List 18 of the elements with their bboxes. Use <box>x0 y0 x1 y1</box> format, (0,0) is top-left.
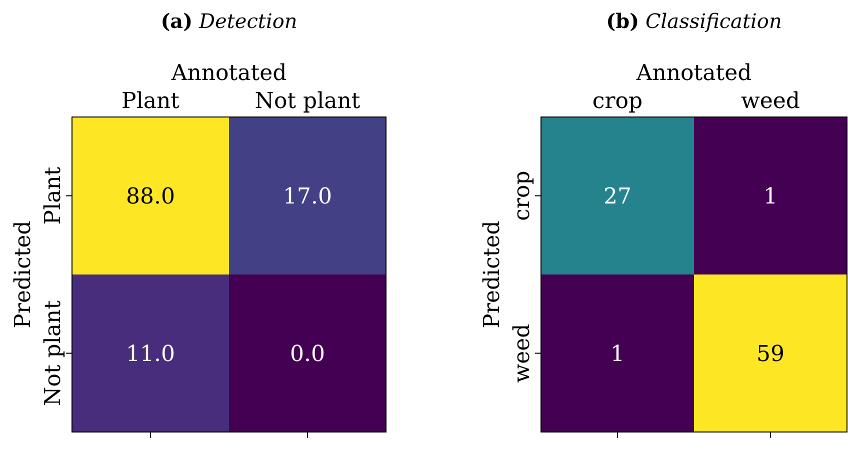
data-label: 17.0 <box>283 184 332 210</box>
data-label: 0.0 <box>290 342 325 367</box>
data-label: 11.0 <box>126 342 175 367</box>
x-tick-label: weed <box>741 89 800 114</box>
data-label: 1 <box>764 184 778 210</box>
x-tick-label: Not plant <box>254 89 360 114</box>
x-axis-title: Annotated <box>635 61 752 86</box>
x-tick-label: Plant <box>122 89 180 114</box>
data-label: 59 <box>756 342 784 367</box>
x-axis-title: Annotated <box>170 61 287 86</box>
x-tick-label: crop <box>592 89 643 114</box>
y-axis-title: Predicted <box>11 220 36 328</box>
data-label: 27 <box>604 184 632 210</box>
data-label: 88.0 <box>126 184 175 210</box>
data-label: 1 <box>610 342 624 367</box>
chart-title: (a) Detection <box>160 9 298 33</box>
chart-title: (b) Classification <box>606 9 782 33</box>
y-axis-title: Predicted <box>480 220 505 328</box>
